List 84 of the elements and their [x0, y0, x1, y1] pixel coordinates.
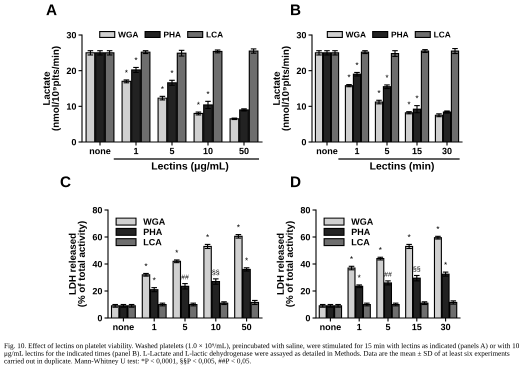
annotation: *: [386, 74, 388, 78]
x-tick-label: 30: [442, 148, 452, 154]
annotation: *: [444, 262, 448, 265]
annotation: *: [348, 74, 350, 78]
y-tick-label: 60: [92, 234, 102, 240]
annotation: *: [408, 101, 410, 104]
x-tick-label: 5: [170, 148, 174, 154]
x-tick-label: 10: [211, 324, 220, 330]
chart-title: A: [46, 4, 57, 16]
x-tick-label: 1: [152, 324, 156, 330]
y-tick-label: 0: [98, 314, 102, 322]
legend-label: WGA: [143, 218, 166, 225]
annotation: *: [356, 62, 358, 66]
annotation: *: [245, 258, 248, 260]
x-tick-label: 50: [239, 148, 249, 154]
annotation: *: [378, 247, 382, 250]
legend-label: LCA: [434, 32, 451, 38]
x-tick-label: 50: [242, 324, 252, 330]
legend-label: WGA: [351, 218, 374, 225]
annotation: *: [236, 224, 240, 228]
y-tick-label: 20: [66, 68, 76, 74]
legend-label: LCA: [144, 238, 162, 246]
x-tick-label: 15: [412, 148, 422, 154]
y-tick-label: 30: [296, 32, 306, 38]
y-tick-label: 30: [66, 32, 76, 38]
annotation: *: [196, 102, 200, 105]
annotation: *: [416, 95, 418, 98]
x-axis-title: Lectins (min): [370, 162, 434, 172]
y-tick-label: 20: [296, 68, 306, 74]
annotation: *: [358, 274, 361, 278]
x-tick-label: none: [90, 149, 110, 154]
x-tick-label: 5: [182, 324, 188, 330]
x-tick-label: none: [113, 325, 134, 330]
annotation: *: [124, 70, 128, 73]
y-tick-label: 40: [92, 260, 102, 268]
annotation: *: [152, 277, 156, 280]
y-tick-label: 10: [66, 103, 76, 110]
x-tick-label: none: [320, 325, 341, 330]
y-tick-label: 10: [296, 103, 306, 110]
annotation: *: [160, 86, 164, 90]
x-tick-label: 15: [412, 324, 422, 330]
chart-title: C: [60, 176, 71, 188]
x-tick-label: 5: [384, 148, 390, 154]
y-tick-label: 80: [92, 206, 102, 214]
legend-label: WGA: [118, 32, 138, 38]
x-tick-label: 5: [386, 324, 390, 330]
annotation: *: [134, 57, 138, 60]
chart-title: D: [291, 176, 300, 188]
y-axis-title: LDH released (% of total activity): [68, 221, 87, 307]
annotation: *: [436, 226, 440, 230]
y-axis-title: LDH released (% of total activity): [276, 221, 295, 307]
legend-label: LCA: [206, 32, 223, 38]
y-tick-label: 20: [300, 288, 310, 294]
y-axis-title: Lactate (nmol/10⁹plts/min): [43, 46, 61, 131]
y-tick-label: 60: [300, 234, 310, 240]
x-tick-label: 1: [355, 148, 360, 154]
annotation: *: [144, 263, 148, 266]
x-tick-label: 1: [134, 148, 138, 154]
annotation: *: [378, 90, 380, 93]
y-tick-label: 40: [300, 260, 310, 268]
y-tick-label: 0: [72, 138, 76, 146]
chart-title: B: [291, 4, 300, 16]
legend-label: PHA: [164, 32, 181, 38]
x-tick-label: 10: [204, 148, 213, 154]
annotation: *: [175, 250, 178, 253]
x-tick-label: 1: [357, 324, 362, 330]
x-axis-title: Lectins (μg/mL): [152, 162, 228, 172]
annotation: *: [206, 91, 210, 94]
x-tick-label: none: [316, 149, 338, 154]
y-axis-title: Lactate (nmol/10⁹plts/min): [273, 46, 291, 131]
legend-label: PHA: [352, 228, 370, 235]
y-tick-label: 0: [306, 314, 310, 322]
y-tick-label: 20: [92, 288, 102, 294]
legend-label: LCA: [352, 238, 370, 246]
annotation: *: [408, 234, 411, 238]
y-tick-label: 80: [300, 206, 310, 214]
annotation: *: [350, 256, 354, 259]
annotation: *: [170, 70, 174, 73]
y-tick-label: 0: [302, 138, 306, 146]
legend-label: WGA: [346, 32, 366, 38]
legend-label: PHA: [144, 228, 162, 235]
annotation: *: [206, 234, 210, 238]
x-tick-label: 30: [440, 324, 450, 330]
legend-label: PHA: [392, 32, 408, 38]
